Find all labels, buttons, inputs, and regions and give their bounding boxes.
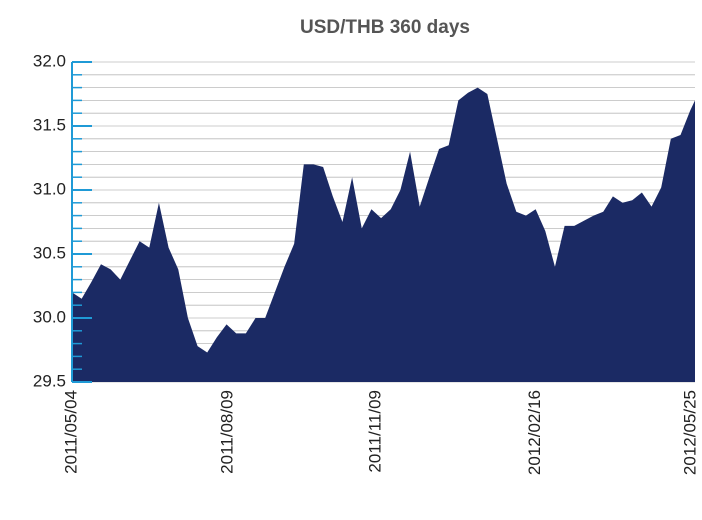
x-tick-label: 2011/11/09 (366, 390, 385, 473)
y-tick-label: 32.0 (33, 51, 66, 70)
y-tick-label: 30.5 (33, 243, 66, 262)
y-tick-label: 31.5 (33, 115, 66, 134)
y-tick-label: 31.0 (33, 179, 66, 198)
x-tick-label: 2011/08/09 (218, 390, 237, 474)
area (72, 87, 695, 382)
y-tick-label: 30.0 (33, 307, 66, 326)
x-tick-label: 2012/05/25 (680, 390, 699, 475)
chart-title: USD/THB 360 days (300, 17, 470, 38)
y-tick-label: 29.5 (33, 371, 66, 390)
x-tick-label: 2012/02/16 (525, 390, 544, 475)
x-tick-label: 2011/05/04 (61, 390, 80, 474)
